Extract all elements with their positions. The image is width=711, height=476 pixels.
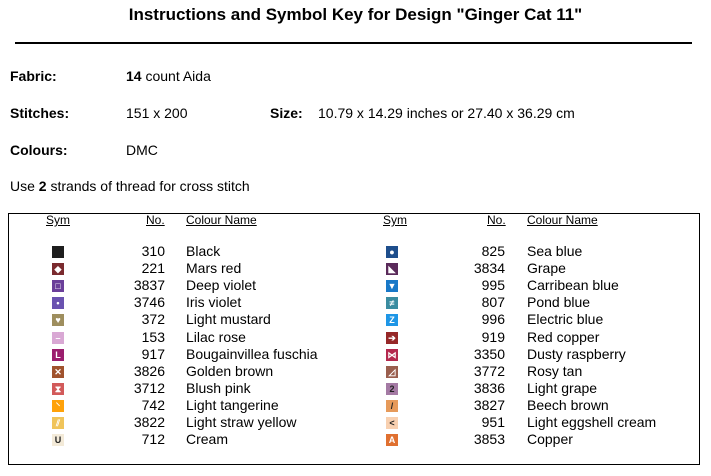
colour-number: 3826 <box>133 362 165 379</box>
colour-name: Light grape <box>527 379 598 396</box>
header-no-left: No. <box>146 213 165 227</box>
colour-name: Cream <box>186 431 229 448</box>
colour-number: 221 <box>141 260 165 277</box>
colour-number: 807 <box>481 294 505 311</box>
colour-name: Grape <box>527 260 566 277</box>
colour-number: 712 <box>141 431 165 448</box>
instr-strands: 2 <box>38 178 47 194</box>
symbol-key-table <box>8 213 700 465</box>
colour-name: Carribean blue <box>527 277 619 294</box>
colour-number: 742 <box>141 396 165 413</box>
symbol-742-icon: ⸌ <box>52 399 64 412</box>
colour-number: 3822 <box>133 414 165 430</box>
colour-name: Red copper <box>527 328 600 345</box>
fabric-count: 14 <box>126 68 142 84</box>
title-divider <box>15 42 692 44</box>
header-no-right: No. <box>487 213 506 227</box>
symbol-3826-icon: ✕ <box>52 365 64 378</box>
colour-name: Iris violet <box>186 294 242 311</box>
colour-name: Light eggshell cream <box>527 414 657 430</box>
colour-name: Sea blue <box>527 243 583 259</box>
stitches-value: 151 x 200 <box>126 105 188 121</box>
header-sym-right: Sym <box>383 213 407 227</box>
colour-number: 919 <box>481 328 505 345</box>
symbol-3837-icon: □ <box>52 280 64 293</box>
symbol-3853-icon: A <box>386 434 398 447</box>
instr-post: strands of thread for cross stitch <box>46 178 250 194</box>
colour-name: Dusty raspberry <box>527 345 626 362</box>
symbol-3834-icon: ◣ <box>386 263 398 276</box>
symbol-372-icon: ♥ <box>52 314 64 327</box>
colours-label: Colours: <box>10 142 68 158</box>
instructions-text: Use 2 strands of thread for cross stitch <box>10 178 250 194</box>
colour-name: Golden brown <box>186 362 274 379</box>
colour-number: 3350 <box>473 345 505 362</box>
colour-number: 995 <box>481 277 505 294</box>
header-sym-left: Sym <box>46 213 70 227</box>
size-label: Size: <box>270 105 303 121</box>
colour-number: 153 <box>141 328 165 345</box>
colour-name: Beech brown <box>527 396 609 413</box>
symbol-3350-icon: ⋈ <box>386 348 398 361</box>
colour-name: Mars red <box>186 260 242 277</box>
colour-number: 951 <box>481 414 505 430</box>
symbol-221-icon: ◆ <box>52 263 64 276</box>
colour-name: Rosy tan <box>527 362 583 379</box>
header-name-left: Colour Name <box>186 213 257 227</box>
colour-number: 372 <box>141 311 165 328</box>
colour-name: Pond blue <box>527 294 591 311</box>
colour-name: Lilac rose <box>186 328 246 345</box>
colour-name: Light mustard <box>186 311 271 328</box>
colour-number: 3836 <box>473 379 505 396</box>
symbol-3836-icon: 2 <box>386 382 398 395</box>
size-value: 10.79 x 14.29 inches or 27.40 x 36.29 cm <box>318 105 575 121</box>
colour-name: Black <box>186 243 221 259</box>
symbol-153-icon: – <box>52 331 64 344</box>
symbol-917-icon: L <box>52 348 64 361</box>
symbol-310-icon <box>52 246 64 258</box>
colour-name: Copper <box>527 431 573 448</box>
colour-number: 3834 <box>473 260 505 277</box>
colour-name: Light straw yellow <box>186 414 297 430</box>
colour-number: 3853 <box>473 431 505 448</box>
colour-number: 3837 <box>133 277 165 294</box>
symbol-3827-icon: / <box>386 399 398 412</box>
colour-name: Electric blue <box>527 311 604 328</box>
fabric-label: Fabric: <box>10 68 57 84</box>
symbol-919-icon: ➔ <box>386 331 398 344</box>
fabric-value: 14 count Aida <box>126 68 211 84</box>
symbol-807-icon: ≠ <box>386 297 398 310</box>
colour-name: Blush pink <box>186 379 251 396</box>
instr-pre: Use <box>10 178 39 194</box>
colour-number: 3772 <box>473 362 505 379</box>
symbol-825-icon: ● <box>386 246 398 258</box>
colour-number: 3746 <box>133 294 165 311</box>
symbol-712-icon: U <box>52 434 64 447</box>
colour-number: 996 <box>481 311 505 328</box>
symbol-951-icon: < <box>386 417 398 429</box>
colour-name: Deep violet <box>186 277 257 294</box>
symbol-3746-icon: • <box>52 297 64 310</box>
page-title: Instructions and Symbol Key for Design "… <box>128 5 583 24</box>
symbol-3772-icon: ◿ <box>386 365 398 378</box>
colour-name: Bougainvillea fuschia <box>186 345 318 362</box>
symbol-996-icon: Z <box>386 314 398 327</box>
stitches-label: Stitches: <box>10 105 70 121</box>
symbol-3822-icon: ⫽ <box>52 417 64 429</box>
colour-number: 825 <box>481 243 505 259</box>
colour-number: 917 <box>141 345 165 362</box>
symbol-995-icon: ▼ <box>386 280 398 293</box>
colour-number: 3827 <box>473 396 505 413</box>
symbol-3712-icon: ⧗ <box>52 382 64 395</box>
header-name-right: Colour Name <box>527 213 598 227</box>
colour-number: 3712 <box>133 379 165 396</box>
colour-name: Light tangerine <box>186 396 279 413</box>
colour-number: 310 <box>141 243 165 259</box>
fabric-type: count Aida <box>145 68 211 84</box>
colours-value: DMC <box>126 142 158 158</box>
